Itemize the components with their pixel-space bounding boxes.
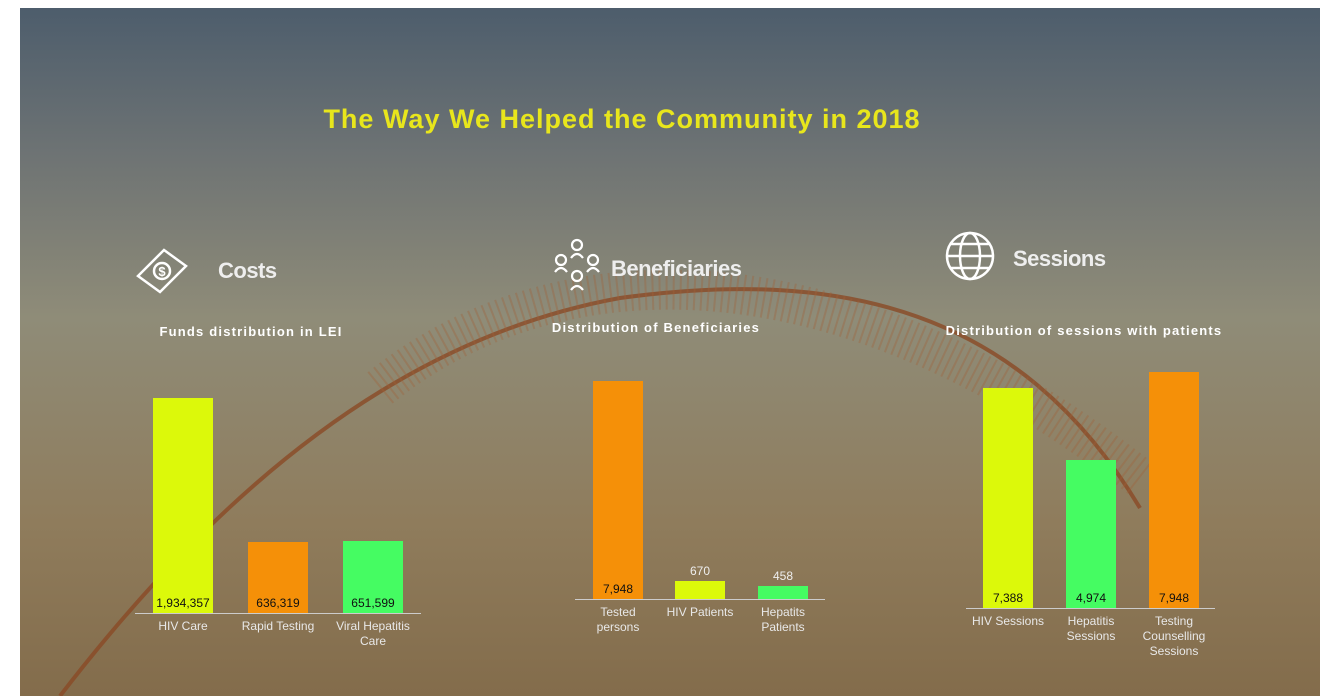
svg-text:$: $: [158, 264, 166, 279]
page-title: The Way We Helped the Community in 2018: [323, 104, 921, 134]
baseline: [966, 608, 1215, 609]
globe-icon: [945, 231, 995, 281]
value-label: 7,388: [992, 591, 1024, 605]
bar: [248, 542, 308, 613]
value-label: 1,934,357: [156, 596, 210, 610]
value-label: 651,599: [351, 596, 395, 610]
bar: [593, 381, 643, 599]
bar: [983, 388, 1033, 608]
value-label: 7,948: [602, 582, 634, 596]
category-label: Tested persons: [596, 605, 640, 634]
category-label: Viral Hepatitis Care: [336, 619, 410, 648]
value-label: 636,319: [256, 596, 300, 610]
value-label: 4,974: [1075, 591, 1107, 605]
chart-subtitle: Distribution of sessions with patients: [945, 323, 1223, 338]
baseline: [135, 613, 421, 614]
money-icon: $: [136, 248, 188, 294]
value-label: 7,948: [1158, 591, 1190, 605]
chart-subtitle: Distribution of Beneficiaries: [551, 320, 761, 335]
category-label: Hepatitis Sessions: [1066, 614, 1116, 643]
bar: [1066, 460, 1116, 608]
category-label: HIV Care: [158, 619, 208, 633]
bar: [758, 586, 808, 599]
people-icon: [554, 238, 600, 291]
category-label: Rapid Testing: [241, 619, 315, 633]
chart-title: Sessions: [1013, 246, 1106, 271]
background: [20, 8, 1320, 696]
grass-decoration: [58, 269, 1153, 696]
bar: [153, 398, 213, 613]
value-label: 458: [772, 569, 794, 584]
baseline: [575, 599, 825, 600]
bar: [675, 580, 725, 599]
category-label: Testing Counselling Sessions: [1142, 614, 1206, 658]
category-label: HIV Patients: [666, 605, 734, 619]
chart-subtitle: Funds distribution in LEI: [159, 324, 343, 339]
chart-title: Beneficiaries: [611, 256, 742, 281]
chart-title: Costs: [218, 258, 277, 283]
bar: [1149, 371, 1199, 608]
value-label: 670: [689, 563, 711, 578]
bar: [343, 540, 403, 613]
category-label: Hepatits Patients: [760, 605, 806, 634]
category-label: HIV Sessions: [971, 614, 1045, 628]
